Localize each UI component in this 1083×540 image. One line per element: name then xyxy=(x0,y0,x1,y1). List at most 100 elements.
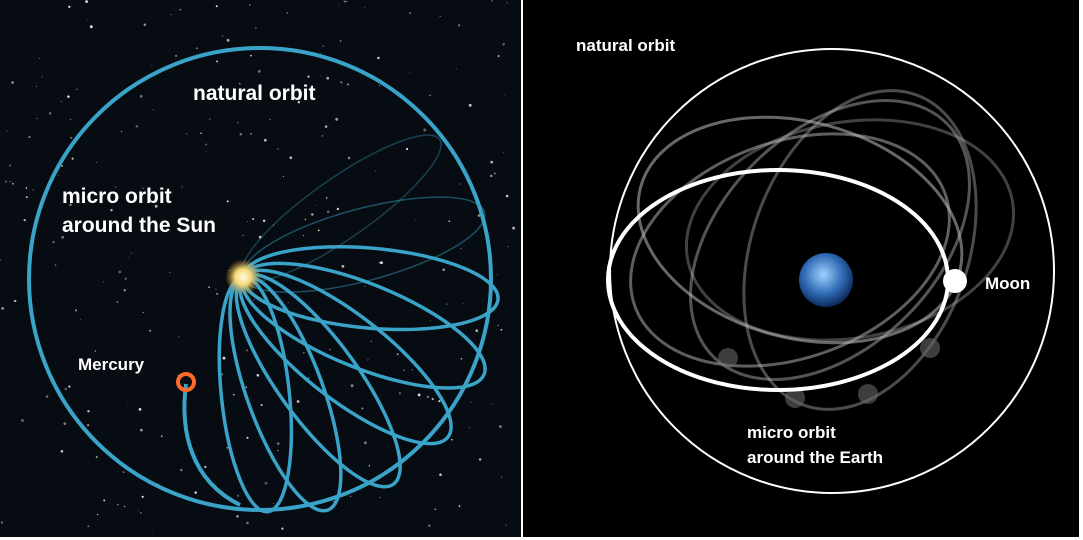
star xyxy=(103,499,105,501)
star xyxy=(412,369,413,370)
star xyxy=(63,422,66,425)
star xyxy=(139,408,142,411)
star xyxy=(227,200,229,202)
moon-shadow xyxy=(858,384,878,404)
star xyxy=(346,1,347,2)
star xyxy=(186,133,187,134)
sun xyxy=(225,259,261,295)
star xyxy=(261,404,263,406)
star xyxy=(123,471,125,473)
star xyxy=(479,458,481,460)
star xyxy=(347,83,349,85)
star xyxy=(61,450,64,453)
star xyxy=(236,515,239,518)
star xyxy=(318,229,320,231)
star xyxy=(26,196,28,198)
star xyxy=(375,170,376,171)
star xyxy=(1,521,3,523)
star xyxy=(503,152,504,153)
star xyxy=(24,219,26,221)
star xyxy=(329,349,330,350)
star xyxy=(507,2,508,3)
label: around the Earth xyxy=(747,448,883,467)
star xyxy=(58,175,59,176)
moon-shadow xyxy=(920,338,940,358)
star xyxy=(297,400,300,403)
star xyxy=(131,253,132,254)
star xyxy=(273,503,274,504)
star xyxy=(499,425,502,428)
star xyxy=(124,289,126,291)
star xyxy=(180,9,181,10)
star xyxy=(250,133,252,135)
star xyxy=(40,470,41,471)
star xyxy=(21,419,24,422)
star xyxy=(250,55,252,57)
star xyxy=(494,173,496,175)
star xyxy=(149,330,151,332)
star xyxy=(140,512,142,514)
star xyxy=(427,396,429,398)
star xyxy=(322,135,324,137)
earth xyxy=(799,253,853,307)
star xyxy=(379,262,380,263)
star xyxy=(240,133,243,136)
star xyxy=(321,53,322,54)
star xyxy=(36,86,37,87)
star xyxy=(463,303,464,304)
star xyxy=(505,525,506,526)
star xyxy=(67,95,70,98)
star xyxy=(161,435,163,437)
star xyxy=(216,60,218,62)
star xyxy=(460,248,462,250)
star xyxy=(326,197,327,198)
star xyxy=(277,148,279,150)
star xyxy=(206,151,207,152)
star xyxy=(459,505,461,507)
star xyxy=(418,393,421,396)
star xyxy=(498,55,500,57)
star xyxy=(55,264,57,266)
star xyxy=(344,1,346,3)
star xyxy=(117,504,119,506)
star xyxy=(490,161,493,164)
star xyxy=(136,125,138,127)
star xyxy=(364,7,365,8)
star xyxy=(432,398,434,400)
star xyxy=(397,353,399,355)
star xyxy=(290,156,293,159)
star xyxy=(335,118,338,121)
star xyxy=(502,43,505,46)
star xyxy=(379,85,380,86)
star xyxy=(75,309,77,311)
star xyxy=(456,68,457,69)
star xyxy=(216,293,218,295)
star xyxy=(368,359,369,360)
star xyxy=(121,131,123,133)
star xyxy=(118,271,121,274)
star xyxy=(423,129,426,132)
star xyxy=(311,213,313,215)
star xyxy=(171,14,172,15)
label: natural orbit xyxy=(193,82,316,105)
label: around the Sun xyxy=(62,214,216,237)
star xyxy=(142,496,144,498)
star xyxy=(46,395,48,397)
star xyxy=(87,525,89,527)
left-panel xyxy=(0,0,521,537)
star xyxy=(39,58,40,59)
star xyxy=(175,55,177,57)
star xyxy=(475,329,478,332)
star xyxy=(233,394,235,396)
star xyxy=(138,510,139,511)
label: natural orbit xyxy=(576,36,676,55)
star xyxy=(258,70,261,73)
star xyxy=(303,235,304,236)
star xyxy=(303,352,305,354)
star xyxy=(326,77,329,80)
star xyxy=(257,374,260,377)
star xyxy=(42,76,43,77)
star xyxy=(96,162,97,163)
star xyxy=(307,75,309,77)
star xyxy=(110,209,112,211)
